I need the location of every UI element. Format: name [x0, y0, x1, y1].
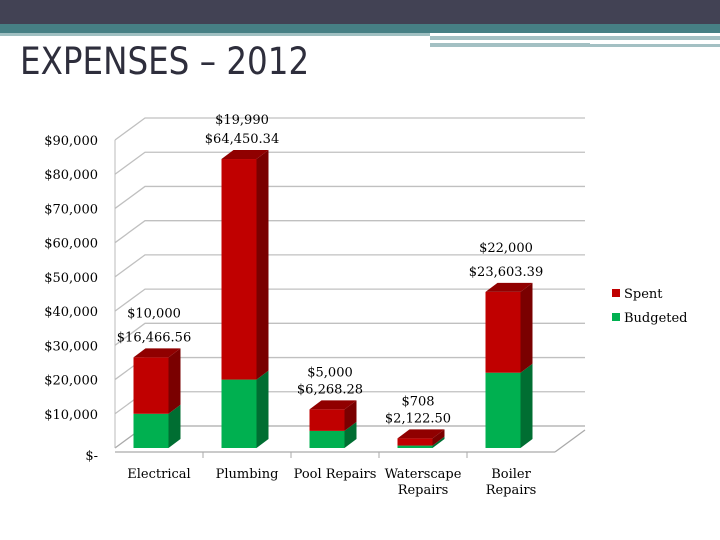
y-tick-label: $10,000	[44, 408, 98, 423]
data-label-spent: $23,603.39	[469, 265, 543, 280]
x-tick-label: Boiler	[491, 467, 531, 482]
x-tick-label: Electrical	[127, 467, 190, 482]
legend-swatch-budgeted	[612, 313, 620, 321]
data-label-spent: $6,268.28	[297, 382, 363, 397]
data-label-spent: $16,466.56	[117, 330, 191, 345]
bar-top	[485, 282, 533, 292]
data-label-budgeted: $19,990	[215, 113, 269, 128]
bar-side-spent	[344, 400, 357, 431]
bar-side-spent	[256, 150, 269, 380]
gridline	[114, 254, 585, 278]
slide-header-bar	[0, 0, 720, 24]
y-tick-label: $70,000	[44, 202, 98, 217]
bar-top	[221, 150, 269, 160]
slide-accent-stripe	[0, 33, 430, 36]
gridline	[114, 220, 585, 244]
y-tick-label: $60,000	[44, 237, 98, 252]
gridline	[114, 288, 585, 312]
bar-spent	[309, 409, 345, 431]
bar-top	[309, 400, 357, 410]
bar-side-budgeted	[432, 436, 445, 448]
bar-budgeted	[485, 372, 521, 448]
slide-accent-stripe	[430, 43, 590, 47]
slide-accent-bar	[0, 24, 720, 33]
y-tick-label: $80,000	[44, 168, 98, 183]
data-label-budgeted: $22,000	[479, 241, 533, 256]
gridline	[114, 322, 585, 346]
gridline	[114, 151, 585, 175]
data-label-budgeted: $708	[401, 394, 434, 409]
bar-spent	[485, 291, 521, 373]
bar-top	[133, 348, 181, 358]
legend-label-budgeted: Budgeted	[624, 311, 688, 326]
bar-top	[397, 429, 445, 439]
bar-side-spent	[520, 282, 533, 373]
x-tick-label: Plumbing	[216, 467, 279, 482]
legend-swatch-spent	[612, 289, 620, 297]
y-tick-label: $30,000	[44, 339, 98, 354]
gridline	[114, 117, 585, 141]
data-label-spent: $64,450.34	[205, 132, 279, 147]
slide-accent-stripe	[590, 44, 720, 47]
legend-label-spent: Spent	[624, 287, 663, 302]
bar-side-budgeted	[168, 404, 181, 448]
bar-side-budgeted	[520, 363, 533, 448]
data-label-budgeted: $10,000	[127, 306, 181, 321]
y-tick-label: $40,000	[44, 305, 98, 320]
x-tick-label: Waterscape	[385, 467, 462, 482]
slide-title: EXPENSES – 2012	[20, 40, 310, 83]
bar-side-budgeted	[256, 370, 269, 448]
x-tick-label: Pool Repairs	[294, 467, 377, 482]
data-label-spent: $2,122.50	[385, 411, 451, 426]
y-tick-label: $-	[85, 449, 98, 464]
bar-budgeted	[397, 445, 433, 448]
bar-spent	[397, 438, 433, 446]
bar-side-spent	[168, 348, 181, 414]
bar-spent	[133, 357, 169, 414]
bar-spent	[221, 159, 257, 380]
x-tick-label: Repairs	[398, 483, 449, 498]
bar-side-spent	[432, 429, 445, 446]
gridline	[114, 185, 585, 209]
bar-budgeted	[133, 413, 169, 448]
y-tick-label: $50,000	[44, 271, 98, 286]
bar-side-budgeted	[344, 421, 357, 448]
y-tick-label: $20,000	[44, 374, 98, 389]
x-tick-label: Repairs	[486, 483, 537, 498]
y-tick-label: $90,000	[44, 134, 98, 149]
data-label-budgeted: $5,000	[307, 365, 353, 380]
slide-accent-stripe	[430, 36, 720, 40]
bar-budgeted	[221, 379, 257, 448]
x-axis-depth	[554, 429, 586, 453]
bar-budgeted	[309, 430, 345, 448]
